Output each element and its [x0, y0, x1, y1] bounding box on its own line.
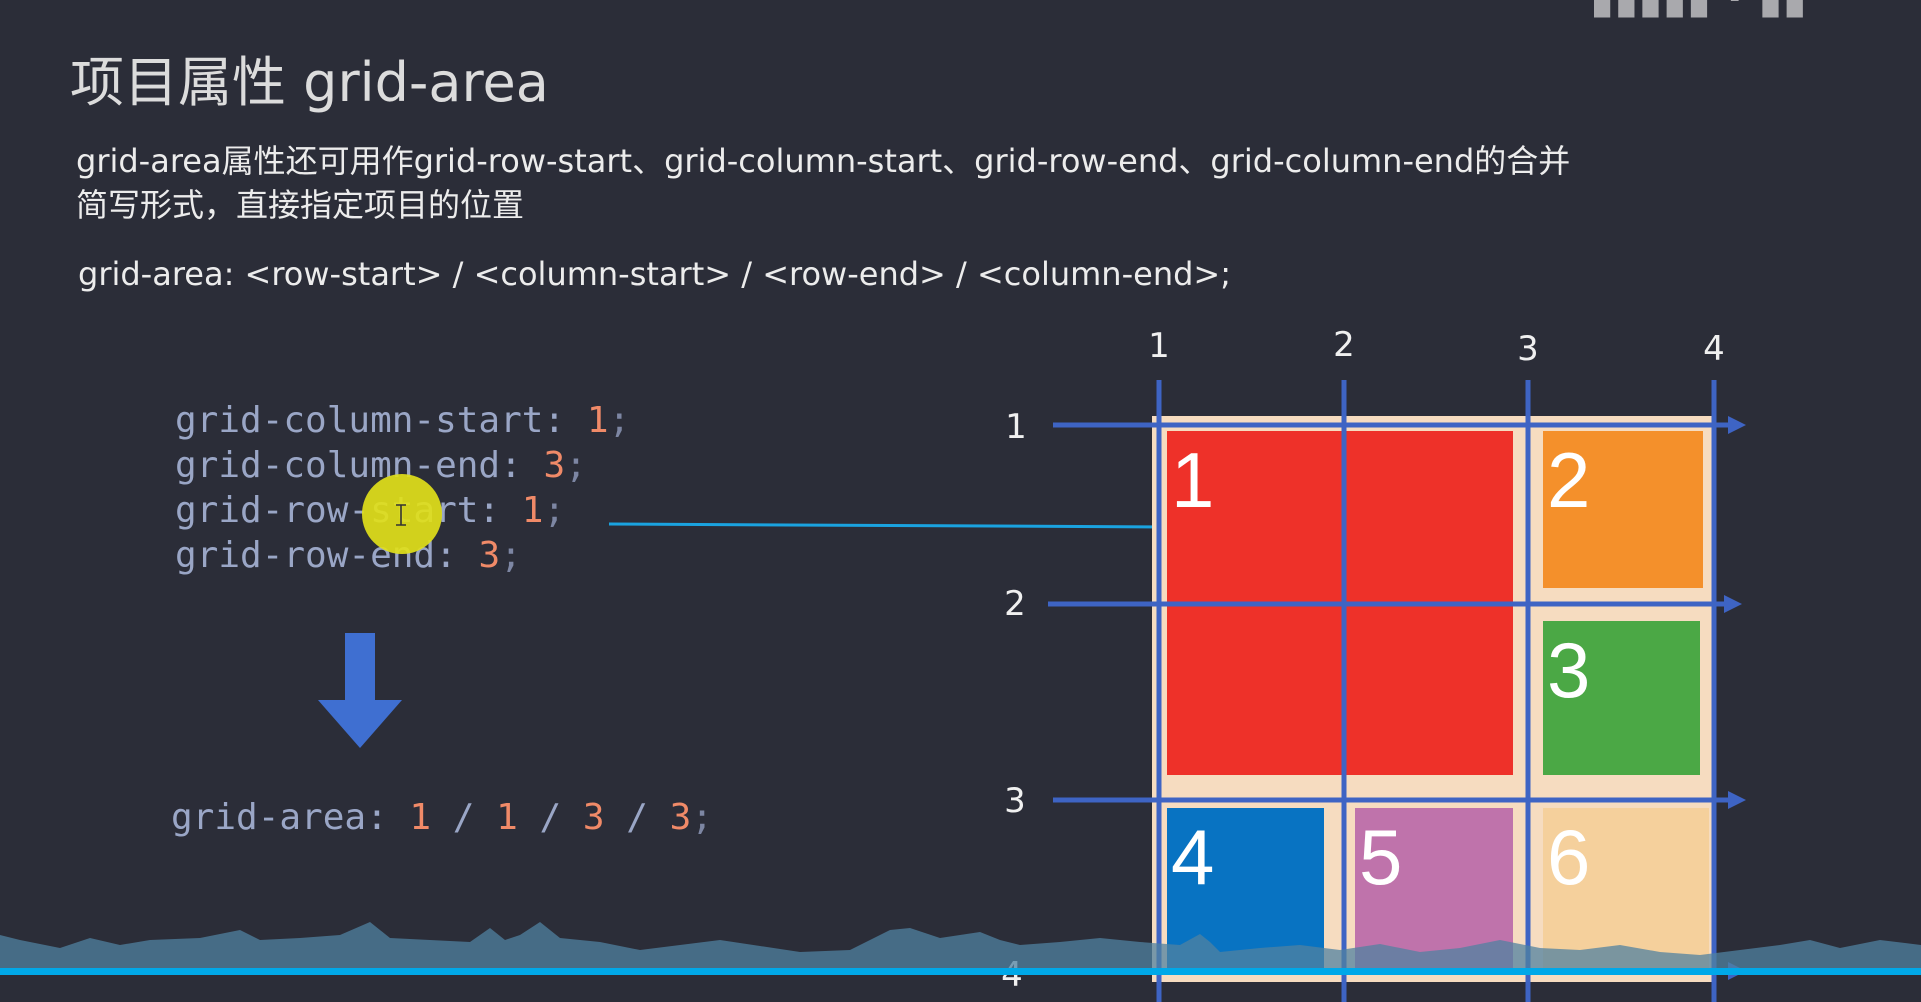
syntax-line: grid-area: <row-start> / <column-start> … [78, 255, 1231, 293]
code-prop: grid-column-start: [175, 400, 587, 441]
code-semicolon: ; [608, 400, 631, 441]
code-prop: grid-area: [171, 797, 410, 838]
watermark-text: ▮▮▮▮▮ · ▮▮ [1590, 0, 1807, 23]
row-label: 2 [1004, 584, 1026, 624]
grid-item-3: 3 [1543, 621, 1700, 775]
code-line: grid-column-end: 3; [175, 445, 587, 486]
code-separator: / [431, 797, 497, 838]
code-semicolon: ; [500, 535, 522, 576]
grid-item-2: 2 [1543, 431, 1703, 588]
code-value: 3 [543, 445, 566, 486]
code-value: 3 [478, 535, 501, 576]
row-arrowhead [1728, 416, 1746, 434]
playback-progress-line[interactable] [0, 968, 1921, 975]
row-arrowhead [1728, 791, 1746, 809]
text-cursor-icon [396, 504, 406, 526]
column-label: 2 [1333, 325, 1355, 365]
waveform-shape [0, 922, 1921, 972]
code-prop: grid-row-start: [175, 490, 522, 531]
shorthand-code: grid-area: 1 / 1 / 3 / 3; [171, 797, 713, 838]
description-line-1: grid-area属性还可用作grid-row-start、grid-colum… [76, 142, 1571, 180]
code-value: 1 [409, 797, 432, 838]
code-prop: grid-column-end: [175, 445, 544, 486]
code-semicolon: ; [565, 445, 587, 486]
grid-item-4: 4 [1167, 808, 1324, 968]
row-arrowhead [1724, 595, 1742, 613]
column-label: 1 [1148, 326, 1170, 366]
column-label: 3 [1517, 329, 1539, 369]
pointer-line [608, 522, 1171, 529]
audio-waveform [0, 922, 1921, 972]
code-value: 1 [496, 797, 518, 838]
code-separator: / [604, 797, 670, 838]
code-value: 1 [521, 490, 544, 531]
grid-item-6: 6 [1543, 808, 1709, 968]
code-line: grid-column-start: 1; [175, 400, 630, 441]
code-line: grid-row-start: 1; [175, 490, 565, 531]
code-semicolon: ; [691, 797, 713, 838]
code-separator: / [517, 797, 583, 838]
code-value: 3 [669, 797, 692, 838]
cursor-highlight [362, 474, 442, 554]
page-title: 项目属性 grid-area [70, 51, 549, 114]
grid-item-5: 5 [1355, 808, 1513, 968]
down-arrow-icon [318, 633, 402, 748]
description-line-2: 简写形式，直接指定项目的位置 [76, 186, 525, 224]
code-semicolon: ; [543, 490, 566, 531]
row-label: 3 [1004, 781, 1026, 821]
row-label: 1 [1005, 407, 1027, 447]
column-label: 4 [1703, 329, 1725, 369]
code-value: 1 [586, 400, 609, 441]
code-value: 3 [582, 797, 605, 838]
